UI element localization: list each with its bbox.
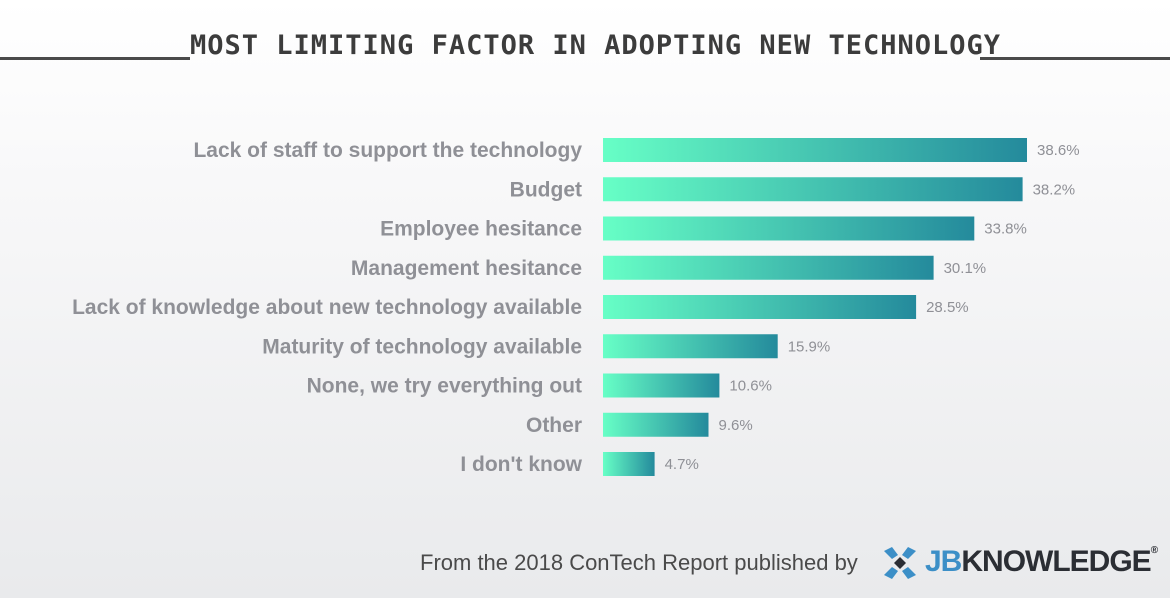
logo-wordmark: JBKNOWLEDGE® <box>925 545 1158 579</box>
jbknowledge-logo-icon <box>884 547 916 579</box>
title-rule-right <box>980 57 1170 60</box>
bar <box>603 412 709 437</box>
category-label: Maturity of technology available <box>262 335 582 358</box>
value-label: 15.9% <box>788 338 831 355</box>
value-label: 38.2% <box>1033 181 1076 198</box>
bar <box>603 295 917 319</box>
bars-group: Lack of staff to support the technology 3… <box>72 138 1080 476</box>
source-text: From the 2018 ConTech Report published b… <box>420 550 858 575</box>
category-label: I don't know <box>460 453 582 476</box>
category-label: Lack of knowledge about new technology a… <box>72 296 582 319</box>
bar <box>603 255 934 280</box>
value-label: 38.6% <box>1037 142 1080 159</box>
bar-chart: Lack of staff to support the technology 3… <box>72 138 1080 476</box>
category-label: None, we try everything out <box>307 375 582 398</box>
category-label: Other <box>526 414 582 437</box>
value-label: 9.6% <box>719 417 753 434</box>
bar <box>603 334 778 359</box>
category-label: Employee hesitance <box>380 218 582 241</box>
value-label: 33.8% <box>984 221 1027 238</box>
bar <box>603 373 720 398</box>
category-label: Budget <box>510 178 582 201</box>
value-label: 10.6% <box>729 378 772 395</box>
category-label: Management hesitance <box>351 257 582 280</box>
logo-text-knowledge: KNOWLEDGE <box>961 545 1151 578</box>
category-label: Lack of staff to support the technology <box>193 139 582 162</box>
logo-registered-mark: ® <box>1150 545 1159 556</box>
logo-text-jb: JB <box>925 545 962 578</box>
chart-title: MOST LIMITING FACTOR IN ADOPTING NEW TEC… <box>190 30 1002 61</box>
footer: From the 2018 ConTech Report published b… <box>420 543 1160 583</box>
title-rule-left <box>0 57 190 60</box>
bar <box>603 177 1023 202</box>
title-row: MOST LIMITING FACTOR IN ADOPTING NEW TEC… <box>0 28 1170 68</box>
bar <box>603 216 975 241</box>
value-label: 28.5% <box>926 299 969 316</box>
bar <box>603 452 655 476</box>
value-label: 4.7% <box>665 456 699 473</box>
value-label: 30.1% <box>944 260 987 277</box>
bar <box>603 138 1027 162</box>
